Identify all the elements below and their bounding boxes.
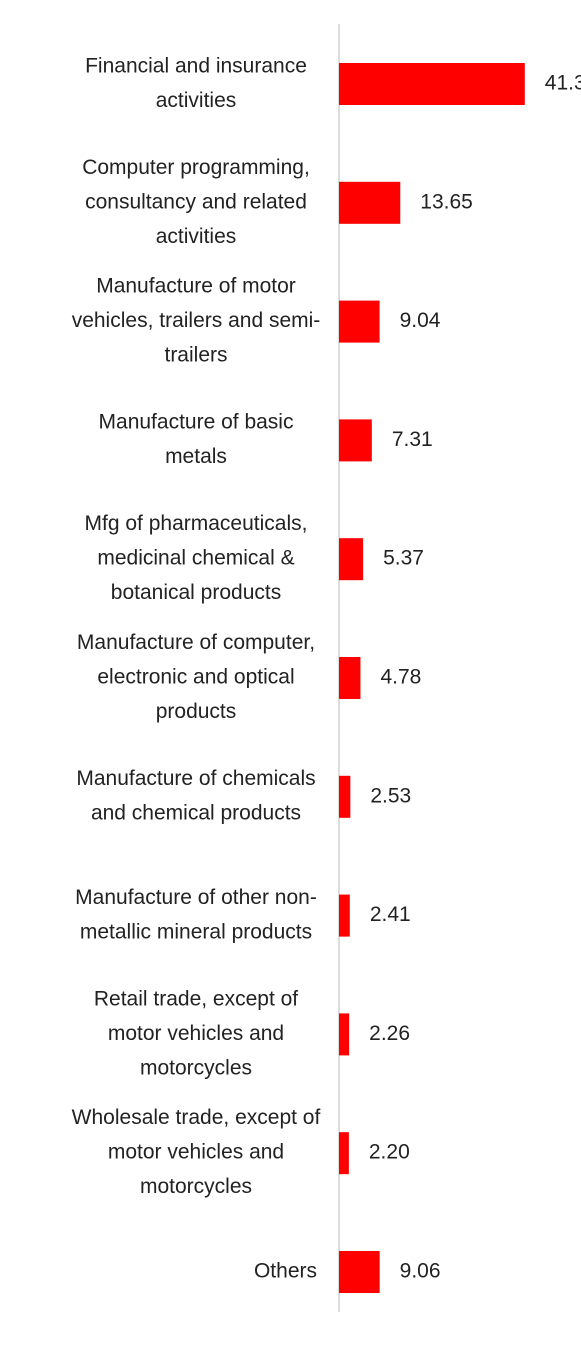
category-label: Wholesale trade, except of motor vehicles…: [72, 1106, 321, 1198]
category-label-line: motor vehicles and: [108, 1141, 284, 1164]
category-label-line: electronic and optical: [97, 666, 294, 689]
bar: [339, 894, 350, 937]
category-label-line: Wholesale trade, except of: [72, 1106, 321, 1129]
category-label-line: Manufacture of chemicals: [76, 767, 315, 790]
category-label-line: activities: [156, 225, 237, 248]
category-label-line: motor vehicles and: [108, 1022, 284, 1045]
category-label-line: medicinal chemical &: [97, 547, 294, 570]
bar: [339, 1132, 349, 1175]
bar: [339, 775, 351, 818]
category-label-line: and chemical products: [91, 802, 301, 825]
bar: [339, 419, 372, 462]
value-label: 41.39: [545, 72, 581, 95]
category-label-line: Others: [254, 1260, 317, 1283]
category-label-line: consultancy and related: [85, 190, 307, 213]
value-label: 9.04: [400, 309, 441, 332]
bar: [339, 300, 380, 343]
value-label: 2.20: [369, 1141, 410, 1164]
value-label: 2.53: [370, 784, 411, 807]
value-label: 2.41: [370, 903, 411, 926]
category-label-line: metals: [165, 445, 227, 468]
category-label: Manufacture of basic metals: [99, 411, 294, 469]
category-label: Mfg of pharmaceuticals, medicinal chemica…: [85, 512, 308, 604]
bar: [339, 1013, 350, 1056]
bar: [339, 63, 525, 105]
category-label-line: trailers: [164, 344, 227, 367]
category-label-line: Mfg of pharmaceuticals,: [85, 512, 308, 535]
bars-layer: [339, 63, 525, 1293]
value-label: 4.78: [380, 666, 421, 689]
category-label: Retail trade, except of motor vehicles an…: [94, 987, 298, 1079]
value-label: 2.26: [369, 1022, 410, 1045]
category-label-line: Manufacture of other non-: [75, 886, 317, 909]
category-label-line: Retail trade, except of: [94, 987, 298, 1010]
category-label-line: motorcycles: [140, 1056, 252, 1079]
category-label-line: metallic mineral products: [80, 920, 312, 943]
bar: [339, 1251, 380, 1293]
category-label-line: Computer programming,: [82, 156, 310, 179]
category-label-line: Manufacture of motor: [96, 275, 296, 298]
category-label-line: motorcycles: [140, 1175, 252, 1198]
category-label-line: Financial and insurance: [85, 54, 307, 77]
category-label-line: activities: [156, 89, 237, 112]
category-label: Others: [254, 1260, 317, 1283]
category-label: Manufacture of computer, electronic and o…: [77, 631, 315, 723]
category-label-line: botanical products: [111, 581, 281, 604]
category-label-line: Manufacture of computer,: [77, 631, 315, 654]
category-label-line: products: [156, 700, 237, 723]
category-label: Computer programming, consultancy and rel…: [82, 156, 310, 248]
category-label: Manufacture of other non-metallic minera…: [75, 886, 317, 944]
category-labels-layer: Financial and insuranceactivitiesCompute…: [72, 54, 321, 1282]
value-labels-layer: 41.39 13.65 9.04 7.31 5.37 4.78 2.53 2.41 2.26 2.…: [369, 72, 581, 1283]
category-label-line: vehicles, trailers and semi-: [72, 309, 321, 332]
bar: [339, 181, 401, 224]
value-label: 7.31: [392, 428, 433, 451]
category-label: Manufacture of motor vehicles, trailers a…: [72, 275, 321, 367]
category-label: Manufacture of chemicals and chemical pro…: [76, 767, 315, 825]
value-label: 5.37: [383, 547, 424, 570]
category-label: Financial and insurance activities: [85, 54, 307, 112]
value-label: 13.65: [420, 190, 473, 213]
value-label: 9.06: [400, 1260, 441, 1283]
category-label-line: Manufacture of basic: [99, 411, 294, 434]
bar: [339, 657, 361, 699]
bar: [339, 538, 364, 581]
